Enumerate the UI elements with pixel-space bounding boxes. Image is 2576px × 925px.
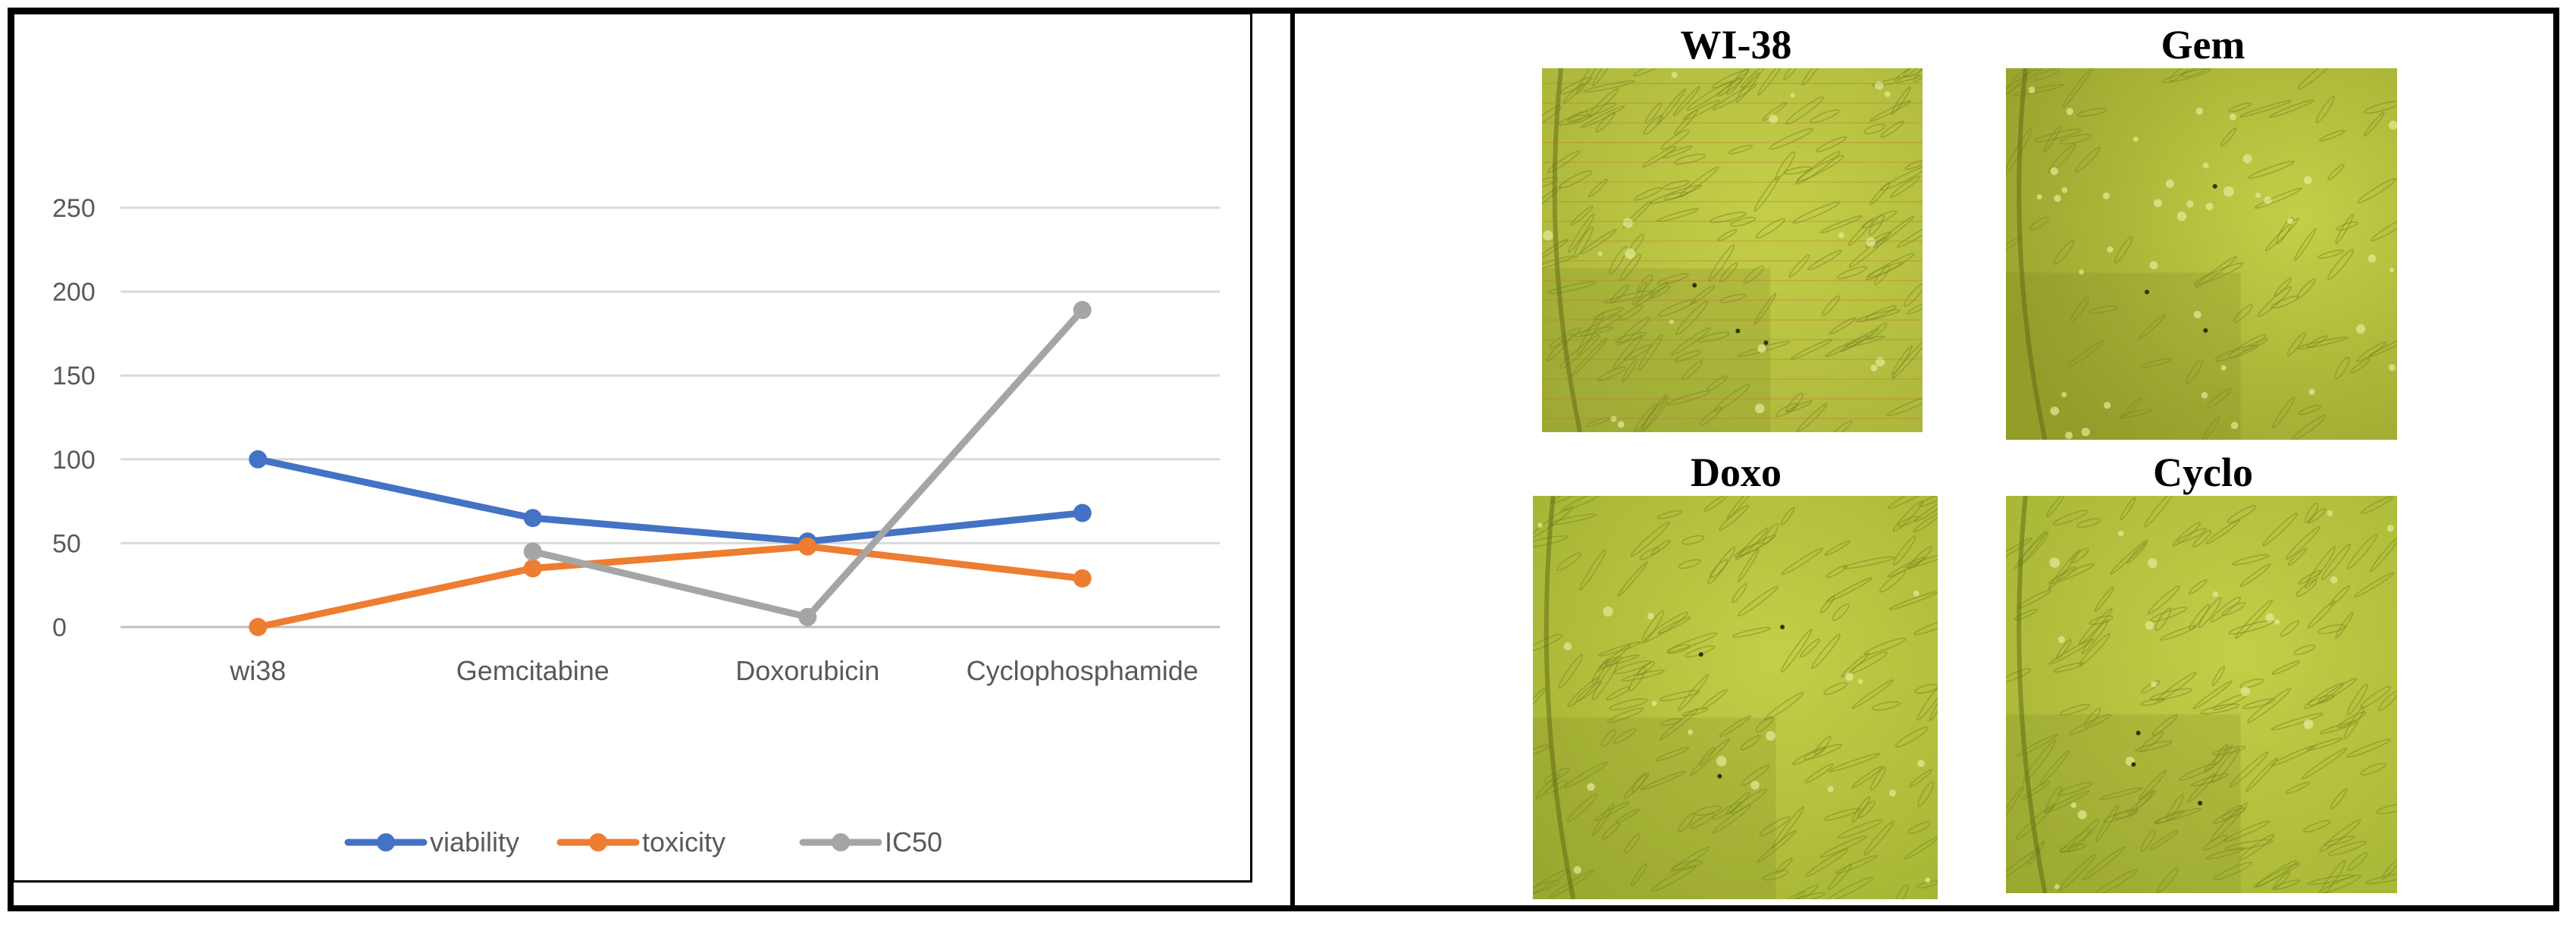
micro-title-doxo: Doxo bbox=[1691, 450, 1782, 495]
y-tick-label: 50 bbox=[52, 529, 81, 558]
micro-title-wi38: WI-38 bbox=[1680, 22, 1792, 67]
x-tick-label: Gemcitabine bbox=[456, 655, 610, 686]
y-tick-label: 200 bbox=[52, 278, 96, 307]
data-point-toxicity bbox=[523, 559, 542, 578]
data-point-viability bbox=[249, 450, 268, 469]
data-point-toxicity bbox=[798, 537, 817, 556]
panel-divider bbox=[1290, 8, 1295, 911]
legend-label: viability bbox=[430, 826, 519, 858]
data-point-viability bbox=[523, 509, 542, 528]
data-point-toxicity bbox=[249, 618, 268, 636]
data-point-toxicity bbox=[1073, 569, 1092, 588]
legend-label: toxicity bbox=[642, 826, 725, 858]
x-tick-label: Doxorubicin bbox=[735, 655, 879, 686]
series-line-viability bbox=[254, 456, 1086, 545]
y-tick-label: 0 bbox=[52, 613, 67, 642]
y-tick-label: 150 bbox=[52, 362, 96, 390]
legend-item-IC50: IC50 bbox=[799, 826, 942, 858]
legend-swatch-marker bbox=[377, 833, 395, 851]
figure-frame bbox=[8, 8, 2559, 911]
data-point-IC50 bbox=[523, 542, 542, 561]
y-tick-label: 250 bbox=[52, 194, 96, 223]
legend-item-toxicity: toxicity bbox=[556, 826, 725, 858]
micrograph-gem bbox=[2006, 68, 2397, 440]
x-tick-label: Cyclophosphamide bbox=[967, 655, 1199, 686]
series-line-toxicity bbox=[254, 543, 1086, 631]
micro-title-cyclo: Cyclo bbox=[2153, 450, 2253, 495]
micrograph-wi38 bbox=[1542, 68, 1923, 432]
legend-label: IC50 bbox=[885, 826, 942, 858]
data-point-viability bbox=[1073, 503, 1092, 522]
micro-title-gem: Gem bbox=[2161, 22, 2245, 67]
legend-item-viability: viability bbox=[344, 826, 519, 858]
micrograph-doxo bbox=[1533, 496, 1938, 899]
micrograph-cyclo bbox=[2006, 496, 2397, 893]
legend-swatch-marker bbox=[589, 833, 607, 851]
legend-swatch-marker bbox=[832, 833, 850, 851]
line-chart-panel: 0 50 100 150 200 250 wi38 Gemcitabine Doxorubici… bbox=[12, 12, 1252, 883]
data-point-IC50 bbox=[798, 607, 817, 626]
y-tick-label: 100 bbox=[52, 446, 96, 475]
data-point-IC50 bbox=[1073, 300, 1092, 319]
line-chart: 0 50 100 150 200 250 wi38 Gemcitabine Doxorubici… bbox=[52, 194, 1220, 858]
x-tick-label: wi38 bbox=[229, 655, 286, 686]
